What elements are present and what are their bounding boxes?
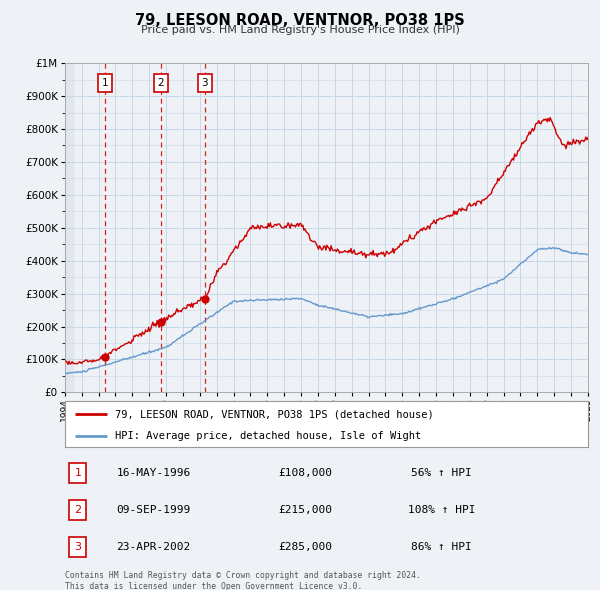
Text: Contains HM Land Registry data © Crown copyright and database right 2024.
This d: Contains HM Land Registry data © Crown c…: [65, 571, 421, 590]
Text: 86% ↑ HPI: 86% ↑ HPI: [411, 542, 472, 552]
Text: 3: 3: [202, 78, 208, 88]
Text: 09-SEP-1999: 09-SEP-1999: [116, 506, 191, 515]
Text: 1: 1: [74, 468, 82, 478]
Text: £285,000: £285,000: [278, 542, 332, 552]
Text: 79, LEESON ROAD, VENTNOR, PO38 1PS (detached house): 79, LEESON ROAD, VENTNOR, PO38 1PS (deta…: [115, 409, 433, 419]
Text: 2: 2: [158, 78, 164, 88]
Text: £215,000: £215,000: [278, 506, 332, 515]
Text: 3: 3: [74, 542, 82, 552]
Text: 79, LEESON ROAD, VENTNOR, PO38 1PS: 79, LEESON ROAD, VENTNOR, PO38 1PS: [135, 13, 465, 28]
Text: 2: 2: [74, 506, 82, 515]
Text: 16-MAY-1996: 16-MAY-1996: [116, 468, 191, 478]
Text: 56% ↑ HPI: 56% ↑ HPI: [411, 468, 472, 478]
Text: 23-APR-2002: 23-APR-2002: [116, 542, 191, 552]
Text: HPI: Average price, detached house, Isle of Wight: HPI: Average price, detached house, Isle…: [115, 431, 421, 441]
Text: 1: 1: [101, 78, 108, 88]
Text: 108% ↑ HPI: 108% ↑ HPI: [408, 506, 475, 515]
Text: Price paid vs. HM Land Registry's House Price Index (HPI): Price paid vs. HM Land Registry's House …: [140, 25, 460, 35]
Text: £108,000: £108,000: [278, 468, 332, 478]
